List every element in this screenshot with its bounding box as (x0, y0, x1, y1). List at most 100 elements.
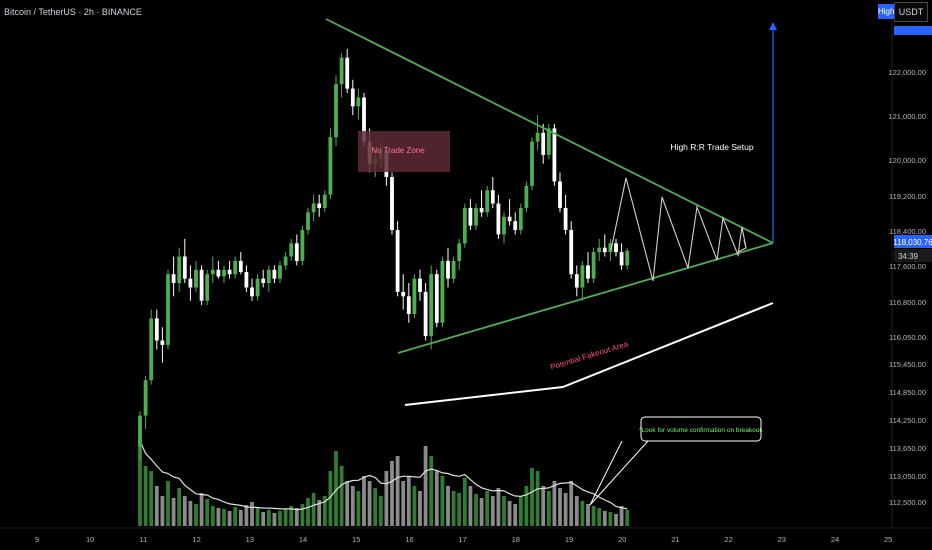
time-tick-label: 22 (724, 535, 732, 544)
volume-bar (608, 512, 613, 526)
volume-bar (586, 504, 590, 526)
candle-body (339, 57, 344, 85)
volume-bar (462, 478, 467, 526)
volume-bar (255, 508, 260, 526)
candle-body (188, 278, 193, 288)
candle-body (608, 243, 613, 253)
volume-bar (199, 493, 204, 526)
volume-bar (563, 493, 568, 526)
volume-bar (334, 451, 338, 526)
time-tick-label: 12 (192, 535, 200, 544)
candle-body (250, 287, 254, 297)
volume-bar (188, 501, 193, 526)
triangle-upper-line[interactable] (325, 18, 774, 244)
volume-bar (194, 504, 198, 526)
volume-bar (317, 500, 322, 526)
candle-body (518, 207, 523, 231)
candle-body (362, 97, 366, 142)
volume-bar (266, 510, 271, 526)
volume-bar (558, 488, 562, 526)
price-tick-label: 112,500.00 (889, 498, 926, 507)
candle-body (266, 269, 271, 284)
candle-body (507, 216, 512, 222)
price-tick-label: 122,000.00 (888, 68, 926, 77)
volume-bar (244, 505, 249, 526)
fakeout-upper-line[interactable] (562, 302, 774, 388)
candle-body (306, 212, 310, 231)
volume-bar (552, 481, 557, 526)
volume-bar (418, 491, 422, 526)
price-tick-label: 116,800.00 (889, 298, 926, 307)
time-tick-label: 23 (778, 535, 786, 544)
candle-body (182, 256, 187, 279)
volume-bar (423, 446, 428, 526)
price-axis[interactable]: 122,000.00 121,000.00 120,000.00 119,200.00… (888, 68, 926, 507)
volume-bar (350, 486, 355, 526)
time-tick-label: 13 (246, 535, 254, 544)
volume-bar (524, 486, 529, 526)
candle-body (244, 272, 249, 288)
candlesticks (138, 48, 630, 460)
currency-button[interactable]: USDT (894, 2, 928, 22)
volume-note-box[interactable] (640, 416, 762, 442)
time-tick-label: 18 (512, 535, 520, 544)
candle-body (194, 269, 198, 288)
volume-bar (591, 506, 596, 526)
volume-bar (429, 456, 434, 526)
volume-bar (440, 476, 445, 526)
price-tick-label: 114,850.00 (889, 388, 926, 397)
candle-body (143, 380, 148, 416)
candle-body (138, 415, 142, 447)
volume-bar (513, 504, 518, 526)
candle-body (356, 97, 361, 107)
projected-zigzag[interactable] (610, 177, 747, 282)
candle-body (395, 230, 400, 292)
candle-body (619, 252, 624, 266)
high-button[interactable]: High (878, 4, 894, 19)
volume-bar (300, 504, 305, 526)
candle-body (586, 265, 590, 279)
candle-body (216, 269, 221, 277)
candle-body (485, 190, 490, 213)
price-tick-label: 114,250.00 (889, 416, 926, 425)
candle-body (580, 265, 585, 288)
no-trade-zone-box[interactable] (358, 131, 450, 172)
candle-body (390, 176, 394, 231)
candle-body (474, 207, 478, 226)
volume-bar (278, 511, 282, 526)
price-tick-label: 120,000.00 (888, 156, 926, 165)
candle-body (261, 278, 266, 284)
target-arrowhead (769, 22, 777, 30)
candle-body (513, 221, 518, 231)
candle-body (317, 203, 322, 208)
volume-bar (227, 511, 232, 526)
volume-bar (205, 499, 210, 526)
price-tick-label: 113,050.00 (889, 472, 926, 481)
candle-body (490, 190, 495, 204)
candle-body (154, 318, 159, 341)
volume-bar (210, 506, 215, 526)
candle-body (278, 265, 282, 279)
candle-body (205, 274, 210, 301)
volume-bar (367, 481, 372, 526)
candle-body (300, 230, 305, 261)
candle-body (311, 203, 316, 213)
triangle-lower-line[interactable] (397, 242, 774, 354)
volume-bar (518, 496, 523, 526)
volume-bar (339, 466, 344, 526)
volume-bar (597, 508, 602, 526)
candle-body (177, 256, 182, 284)
candle-body (406, 296, 411, 314)
no-trade-zone-label: No Trade Zone (371, 146, 425, 155)
time-axis[interactable]: 9 10 11 12 13 14 15 16 17 18 19 20 21 22 23 24 25 (35, 535, 892, 544)
volume-bar (138, 441, 142, 526)
volume-bars (138, 441, 630, 526)
volume-bar (160, 496, 165, 526)
candle-body (546, 128, 551, 155)
volume-bar (485, 491, 490, 526)
target-price-badge (894, 26, 932, 35)
time-tick-label: 24 (831, 535, 839, 544)
fakeout-lower-line[interactable] (404, 386, 564, 406)
candle-body (625, 250, 630, 266)
